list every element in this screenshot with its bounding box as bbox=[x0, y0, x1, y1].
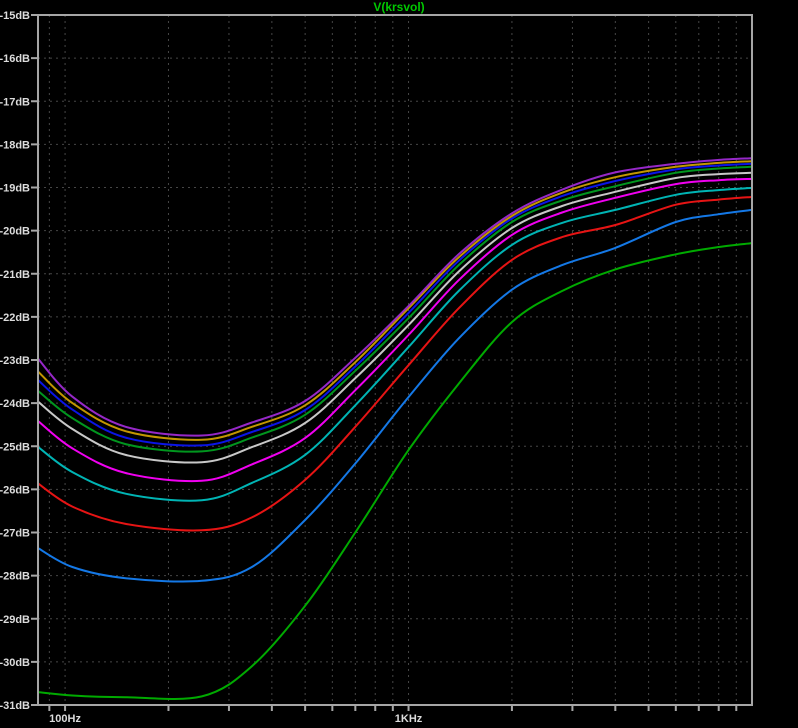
y-axis-label--22db: -22dB bbox=[0, 312, 30, 324]
y-axis-label--26db: -26dB bbox=[0, 484, 30, 496]
y-axis-label--27db: -27dB bbox=[0, 528, 30, 540]
y-axis-label--15db: -15dB bbox=[0, 10, 30, 22]
trace-blue bbox=[38, 162, 752, 447]
y-axis-label--28db: -28dB bbox=[0, 571, 30, 583]
trace-gold bbox=[38, 160, 752, 441]
y-axis-label--16db: -16dB bbox=[0, 53, 30, 65]
y-axis-label--24db: -24dB bbox=[0, 398, 30, 410]
y-axis-label--23db: -23dB bbox=[0, 355, 30, 367]
trace-purple bbox=[38, 157, 752, 437]
y-axis-label--31db: -31dB bbox=[0, 700, 30, 712]
y-axis-label--30db: -30dB bbox=[0, 657, 30, 669]
y-axis-label--20db: -20dB bbox=[0, 226, 30, 238]
trace-cyan bbox=[38, 186, 752, 502]
trace-gray bbox=[38, 171, 752, 464]
y-axis-label--17db: -17dB bbox=[0, 96, 30, 108]
plot-frame bbox=[37, 14, 753, 706]
y-axis-label--19db: -19dB bbox=[0, 183, 30, 195]
plot-pane-title-bar: V(krsvol) bbox=[0, 0, 798, 15]
y-axis-label--21db: -21dB bbox=[0, 269, 30, 281]
trace-bright-blue bbox=[38, 208, 752, 583]
y-axis-label--29db: -29dB bbox=[0, 614, 30, 626]
trace-green bbox=[38, 242, 752, 700]
trace-magenta bbox=[38, 177, 752, 483]
x-axis-label-1000hz: 1KHz bbox=[395, 713, 423, 725]
x-axis-label-100hz: 100Hz bbox=[49, 713, 81, 725]
trace-red bbox=[38, 196, 752, 532]
trace-title[interactable]: V(krsvol) bbox=[373, 0, 425, 14]
trace-dark-green bbox=[38, 165, 752, 453]
y-axis-label--25db: -25dB bbox=[0, 441, 30, 453]
y-axis-label--18db: -18dB bbox=[0, 139, 30, 151]
